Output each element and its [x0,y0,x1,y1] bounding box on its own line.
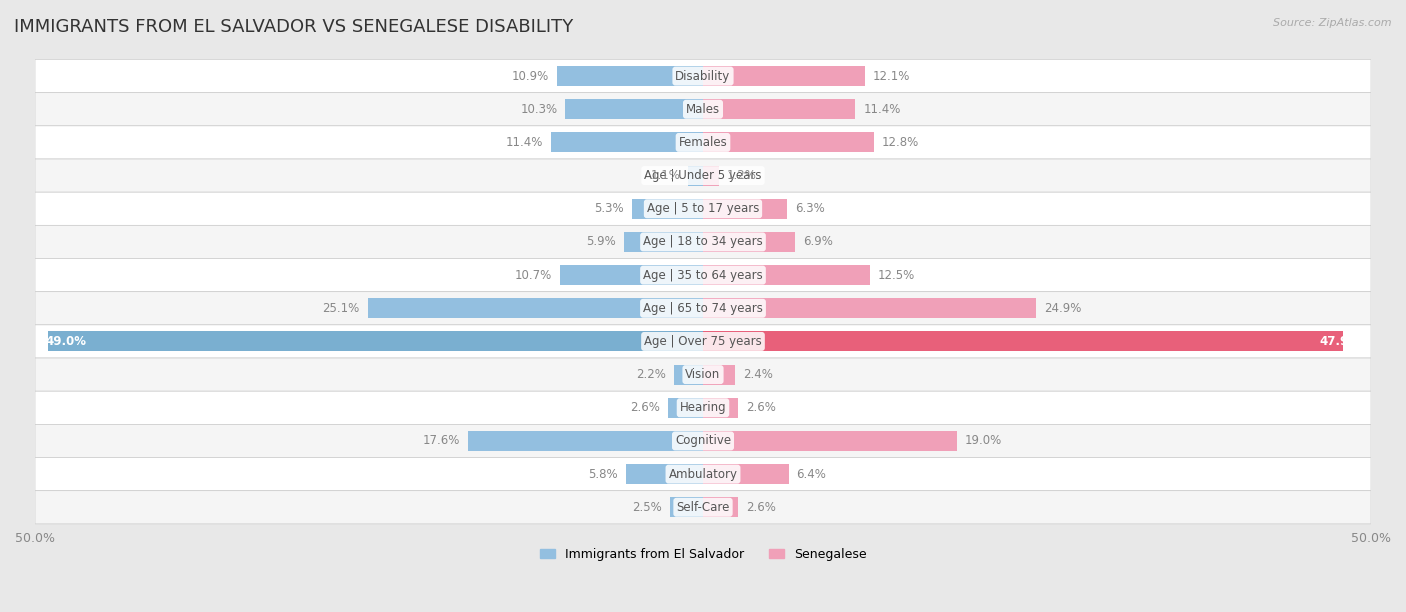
Text: 12.5%: 12.5% [877,269,915,282]
FancyBboxPatch shape [35,225,1371,258]
Text: 19.0%: 19.0% [965,435,1002,447]
FancyBboxPatch shape [35,159,1371,192]
Text: Age | 65 to 74 years: Age | 65 to 74 years [643,302,763,315]
FancyBboxPatch shape [35,92,1371,126]
Text: 49.0%: 49.0% [45,335,87,348]
Text: 47.9%: 47.9% [1319,335,1361,348]
Bar [703,199,787,218]
Text: 10.3%: 10.3% [520,103,557,116]
Text: Disability: Disability [675,70,731,83]
Text: 2.6%: 2.6% [745,401,776,414]
Text: Age | 5 to 17 years: Age | 5 to 17 years [647,202,759,215]
FancyBboxPatch shape [35,258,1371,292]
Bar [551,132,703,152]
Bar [624,232,703,252]
Bar [367,298,703,318]
Bar [703,298,1036,318]
FancyBboxPatch shape [35,126,1371,159]
FancyBboxPatch shape [35,59,1371,92]
FancyBboxPatch shape [35,458,1371,491]
Bar [673,365,703,384]
Text: 1.2%: 1.2% [727,169,756,182]
Text: 25.1%: 25.1% [322,302,360,315]
FancyBboxPatch shape [35,424,1371,458]
Bar [703,99,855,119]
Bar [703,232,796,252]
Text: 24.9%: 24.9% [1043,302,1081,315]
Text: 11.4%: 11.4% [863,103,901,116]
Text: 12.8%: 12.8% [882,136,920,149]
Text: 6.4%: 6.4% [797,468,827,480]
Text: Cognitive: Cognitive [675,435,731,447]
FancyBboxPatch shape [35,358,1371,391]
Bar [703,265,870,285]
Bar [703,66,865,86]
Text: Females: Females [679,136,727,149]
Text: 2.6%: 2.6% [630,401,661,414]
Text: Males: Males [686,103,720,116]
Text: Age | 35 to 64 years: Age | 35 to 64 years [643,269,763,282]
Text: 2.5%: 2.5% [631,501,662,514]
Text: 6.9%: 6.9% [803,236,834,248]
Bar [626,464,703,484]
Text: 5.3%: 5.3% [595,202,624,215]
Text: 11.4%: 11.4% [505,136,543,149]
Text: 10.9%: 10.9% [512,70,550,83]
Text: 2.2%: 2.2% [636,368,665,381]
Bar [703,365,735,384]
Bar [48,332,703,351]
Text: 2.6%: 2.6% [745,501,776,514]
Bar [668,398,703,418]
Bar [560,265,703,285]
Text: Vision: Vision [685,368,721,381]
Text: Self-Care: Self-Care [676,501,730,514]
Text: 1.1%: 1.1% [651,169,681,182]
Text: 17.6%: 17.6% [422,435,460,447]
FancyBboxPatch shape [35,491,1371,524]
Text: IMMIGRANTS FROM EL SALVADOR VS SENEGALESE DISABILITY: IMMIGRANTS FROM EL SALVADOR VS SENEGALES… [14,18,574,36]
Text: Age | 18 to 34 years: Age | 18 to 34 years [643,236,763,248]
Text: 12.1%: 12.1% [873,70,910,83]
Text: Source: ZipAtlas.com: Source: ZipAtlas.com [1274,18,1392,28]
Bar [669,498,703,517]
Text: 6.3%: 6.3% [796,202,825,215]
Bar [557,66,703,86]
Text: 5.8%: 5.8% [588,468,617,480]
Bar [703,398,738,418]
FancyBboxPatch shape [35,192,1371,225]
Text: Age | Over 75 years: Age | Over 75 years [644,335,762,348]
Bar [703,332,1343,351]
Bar [703,166,718,185]
FancyBboxPatch shape [35,325,1371,358]
FancyBboxPatch shape [35,292,1371,325]
Text: 2.4%: 2.4% [744,368,773,381]
Bar [703,431,957,451]
Text: Age | Under 5 years: Age | Under 5 years [644,169,762,182]
Bar [703,464,789,484]
Bar [468,431,703,451]
Legend: Immigrants from El Salvador, Senegalese: Immigrants from El Salvador, Senegalese [534,543,872,566]
Text: Ambulatory: Ambulatory [668,468,738,480]
Text: 10.7%: 10.7% [515,269,553,282]
Bar [703,498,738,517]
Text: Hearing: Hearing [679,401,727,414]
Bar [689,166,703,185]
Bar [565,99,703,119]
FancyBboxPatch shape [35,391,1371,424]
Bar [703,132,875,152]
Text: 5.9%: 5.9% [586,236,616,248]
Bar [633,199,703,218]
